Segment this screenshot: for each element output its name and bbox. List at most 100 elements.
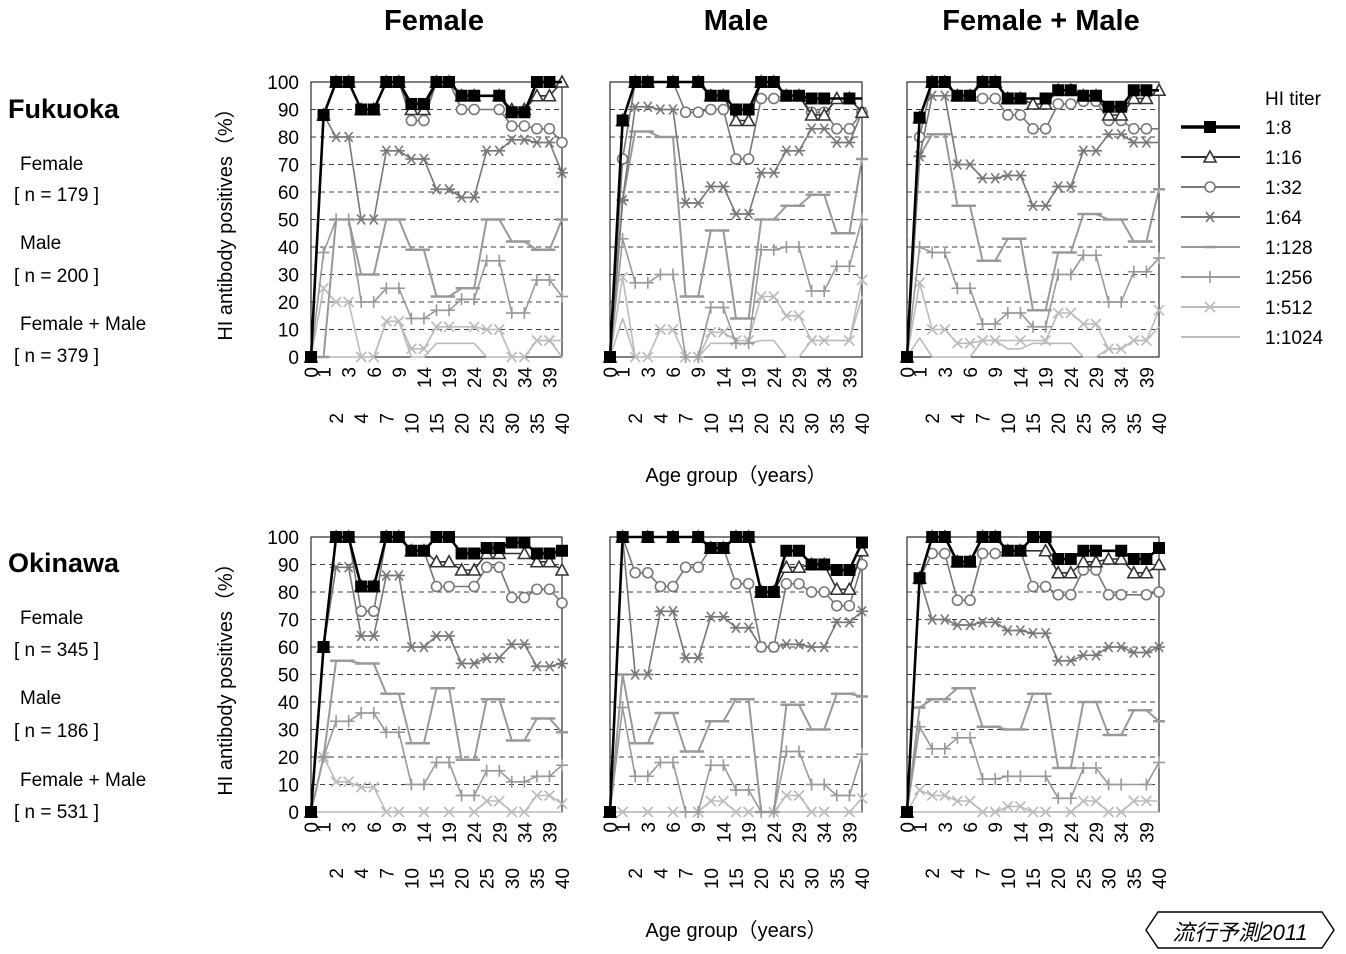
data-point-5-1 — [317, 246, 330, 259]
x-tick-label-1: 1 — [614, 822, 635, 833]
data-point-5-6 — [976, 318, 989, 330]
x-tick-label-18: 35 — [828, 868, 849, 889]
data-point-2-11 — [742, 577, 755, 590]
data-point-5-18 — [530, 770, 543, 783]
data-point-6-13 — [468, 806, 480, 818]
data-point-0-5 — [667, 76, 679, 88]
data-point-0-1 — [913, 111, 926, 124]
data-point-0-2 — [330, 531, 343, 543]
data-point-6-10 — [430, 321, 443, 333]
data-point-0-2 — [926, 76, 939, 88]
group-n-1-1: [ n = 186 ] — [14, 721, 99, 742]
series-line-6 — [906, 789, 1159, 813]
x-tick-label-2: 2 — [327, 868, 348, 879]
x-tick-label-14: 25 — [478, 413, 499, 434]
data-point-5-8 — [704, 301, 717, 314]
data-point-6-2 — [926, 323, 938, 336]
data-point-1-10 — [728, 112, 744, 127]
data-point-0-3 — [342, 531, 355, 543]
data-point-3-15 — [793, 638, 805, 650]
data-point-3-16 — [1102, 128, 1115, 140]
group-label-1-2: Female + Male — [20, 770, 146, 791]
data-point-6-18 — [531, 789, 543, 802]
data-point-2-15 — [493, 103, 506, 116]
data-point-1-14 — [779, 559, 794, 574]
data-point-5-11 — [742, 784, 755, 796]
data-point-3-19 — [543, 660, 556, 672]
data-point-1-19 — [1139, 565, 1154, 579]
series-line-6 — [906, 281, 1160, 358]
x-tick-label-11: 19 — [740, 367, 761, 388]
x-tick-label-5: 6 — [365, 367, 386, 378]
data-point-3-9 — [417, 641, 430, 653]
data-point-5-3 — [938, 246, 951, 259]
data-point-5-13 — [1064, 268, 1077, 281]
data-point-2-5 — [667, 580, 679, 593]
data-point-6-4 — [951, 795, 963, 807]
x-tick-label-19: 39 — [840, 367, 861, 388]
data-point-3-3 — [938, 90, 951, 102]
data-point-6-7 — [989, 334, 1001, 347]
data-point-0-10 — [1027, 531, 1039, 543]
data-point-3-16 — [1102, 641, 1115, 653]
x-tick-label-8: 10 — [402, 413, 423, 434]
data-point-5-2 — [926, 742, 939, 755]
data-point-3-9 — [1014, 170, 1027, 181]
data-point-3-7 — [392, 145, 405, 157]
data-point-3-11 — [1039, 627, 1052, 639]
y-tick-label-1: 10 — [278, 776, 299, 797]
legend-label: 1:512 — [1265, 298, 1313, 319]
data-point-5-17 — [518, 775, 531, 788]
x-tick-label-14: 25 — [777, 413, 798, 434]
data-point-6-16 — [1103, 806, 1115, 818]
data-point-0-9 — [1014, 544, 1027, 557]
data-point-6-3 — [939, 323, 951, 336]
data-point-0-17 — [1115, 544, 1128, 557]
data-point-0-8 — [405, 98, 418, 110]
data-point-3-9 — [1014, 625, 1027, 636]
data-point-2-12 — [1052, 588, 1064, 601]
data-point-0-12 — [455, 547, 468, 560]
data-point-0-12 — [1052, 553, 1065, 565]
data-point-5-9 — [417, 312, 430, 325]
group-label-0-2: Female + Male — [20, 314, 146, 335]
x-tick-label-4: 4 — [948, 413, 969, 424]
data-point-5-7 — [989, 773, 1002, 785]
data-point-5-2 — [629, 770, 642, 783]
column-title-2: Female + Male — [942, 5, 1139, 37]
x-tick-label-19: 39 — [1137, 367, 1158, 388]
x-tick-label-4: 4 — [651, 413, 672, 424]
x-tick-label-2: 2 — [923, 413, 944, 424]
data-point-6-16 — [506, 351, 518, 363]
x-tick-label-15: 29 — [490, 822, 511, 843]
data-point-6-3 — [642, 806, 654, 818]
data-point-0-19 — [543, 547, 556, 560]
x-tick-label-18: 35 — [528, 868, 549, 889]
data-point-2-12 — [755, 641, 768, 653]
x-tick-label-1: 1 — [315, 822, 336, 833]
data-point-2-15 — [793, 577, 805, 590]
data-point-3-13 — [1064, 655, 1077, 667]
x-tick-label-13: 24 — [465, 367, 486, 389]
data-point-6-17 — [518, 351, 530, 363]
data-point-1-19 — [842, 581, 857, 596]
data-point-1-15 — [1088, 554, 1104, 568]
data-point-6-20 — [1153, 304, 1165, 316]
data-point-3-10 — [1027, 627, 1039, 639]
series-line-6 — [310, 287, 562, 358]
data-point-6-9 — [418, 806, 430, 818]
data-point-2-15 — [493, 561, 506, 574]
data-point-5-9 — [717, 301, 730, 314]
data-point-3-20 — [1153, 641, 1165, 653]
y-tick-label-9: 90 — [278, 101, 299, 122]
x-tick-label-1: 1 — [614, 367, 635, 378]
data-point-5-4 — [951, 731, 964, 744]
x-tick-label-0: 0 — [898, 367, 919, 378]
data-point-0-10 — [430, 531, 443, 543]
data-point-6-20 — [856, 274, 868, 286]
data-point-2-4 — [355, 605, 368, 618]
data-point-3-20 — [856, 605, 868, 617]
data-point-0-1 — [317, 641, 330, 653]
data-point-5-12 — [455, 293, 468, 306]
data-point-6-12 — [755, 290, 767, 303]
